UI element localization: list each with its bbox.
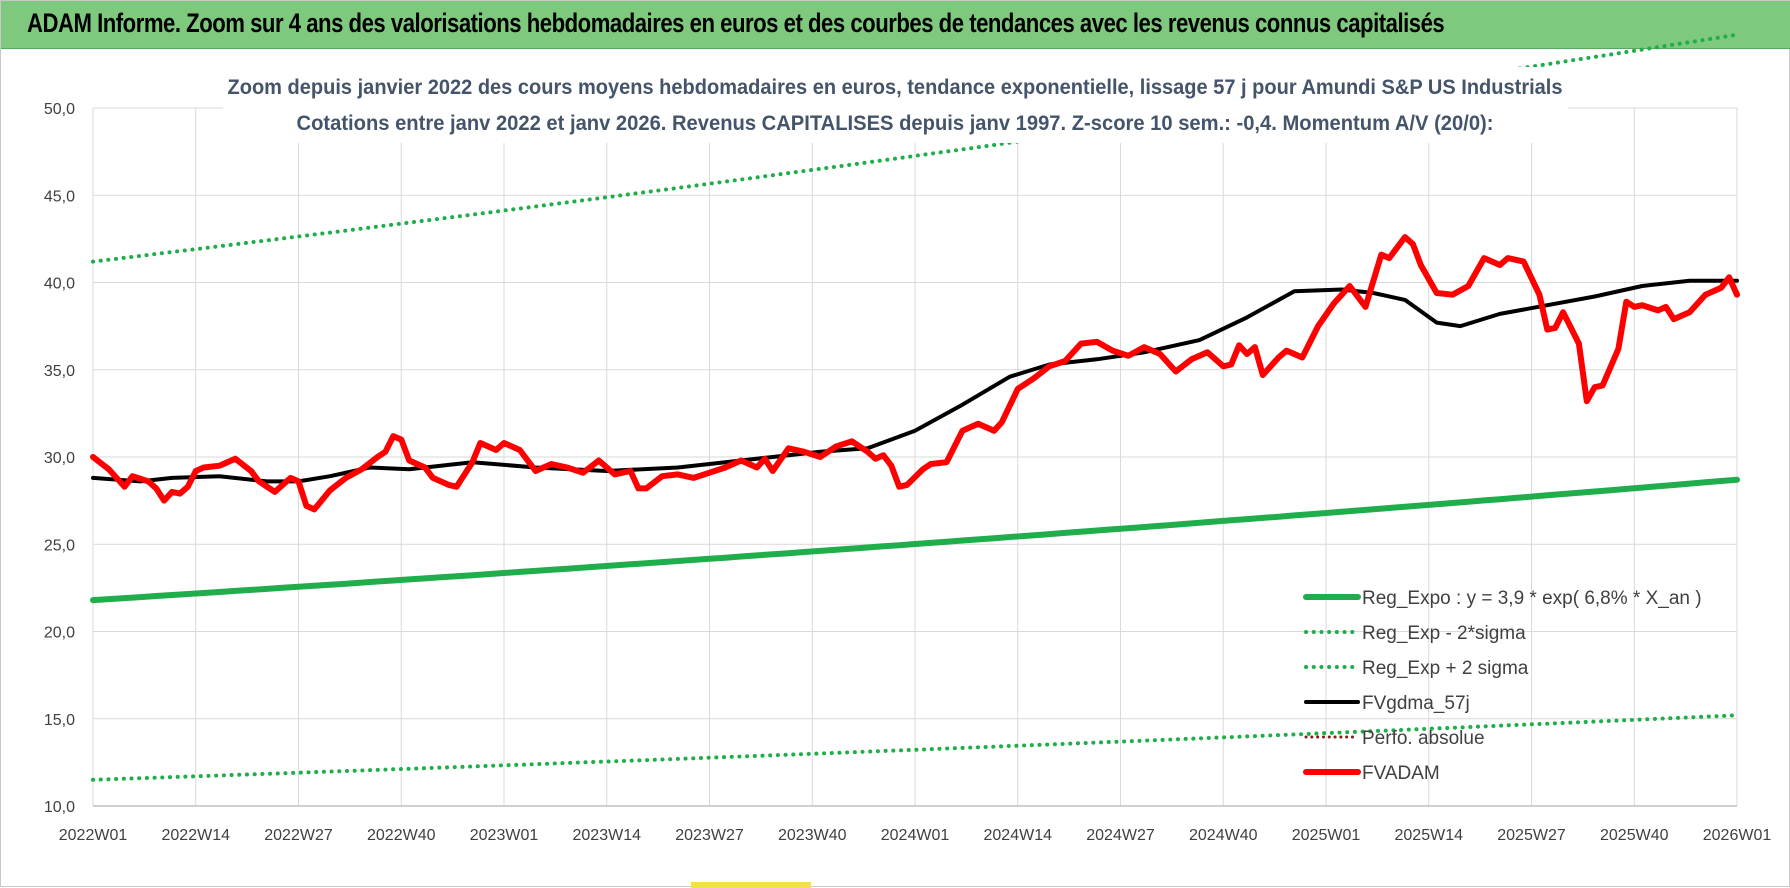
x-tick-label: 2024W01 — [881, 827, 950, 844]
x-tick-label: 2024W27 — [1086, 827, 1155, 844]
legend-label: Reg_Exp - 2*sigma — [1362, 623, 1526, 644]
series-layer — [90, 32, 1740, 782]
legend-label: FVADAM — [1362, 763, 1440, 784]
y-tick-label: 15,0 — [44, 712, 75, 729]
chart-title: Zoom depuis janvier 2022 des cours moyen… — [228, 76, 1563, 99]
x-tick-label: 2025W01 — [1292, 827, 1361, 844]
x-tick-label: 2023W27 — [675, 827, 744, 844]
y-tick-label: 45,0 — [44, 188, 75, 205]
x-tick-label: 2025W14 — [1395, 827, 1464, 844]
chart-subtitle: Cotations entre janv 2022 et janv 2026. … — [297, 112, 1494, 135]
legend-label: Reg_Expo : y = 3,9 * exp( 6,8% * X_an ) — [1362, 588, 1702, 609]
banner-title: ADAM Informe. Zoom sur 4 ans des valoris… — [27, 8, 1445, 38]
title-backdrop — [223, 67, 1568, 143]
x-tick-label: 2023W40 — [778, 827, 847, 844]
header-banner: ADAM Informe. Zoom sur 4 ans des valoris… — [1, 1, 1790, 49]
series-reg-exp-plus-2sigma — [91, 32, 1739, 264]
x-tick-label: 2022W14 — [162, 827, 231, 844]
y-tick-label: 35,0 — [44, 363, 75, 380]
y-tick-label: 50,0 — [44, 101, 75, 118]
y-tick-label: 10,0 — [44, 799, 75, 816]
series-reg-exp-minus-2sigma — [91, 713, 1739, 782]
x-tick-label: 2023W01 — [470, 827, 539, 844]
y-tick-label: 20,0 — [44, 625, 75, 642]
series-fvadam — [90, 234, 1740, 513]
x-tick-label: 2024W14 — [984, 827, 1053, 844]
y-tick-label: 30,0 — [44, 450, 75, 467]
legend-label: FVgdma_57j — [1362, 693, 1470, 714]
x-tick-label: 2022W40 — [367, 827, 436, 844]
y-tick-label: 25,0 — [44, 537, 75, 554]
series-reg-expo — [90, 476, 1740, 604]
x-tick-label: 2024W40 — [1189, 827, 1258, 844]
legend: Reg_Expo : y = 3,9 * exp( 6,8% * X_an ) R… — [1303, 588, 1702, 784]
axes: 10,0 15,0 20,0 25,0 30,0 35,0 40,0 45,0 50,0 2022… — [44, 101, 1771, 844]
grid — [92, 107, 1738, 807]
series-fvgdma-57j — [91, 278, 1739, 484]
x-tick-label: 2025W40 — [1600, 827, 1669, 844]
x-tick-label: 2025W27 — [1497, 827, 1566, 844]
y-tick-label: 40,0 — [44, 276, 75, 293]
legend-label: Reg_Exp + 2 sigma — [1362, 658, 1529, 679]
x-tick-label: 2026W01 — [1703, 827, 1772, 844]
footer-strip — [691, 882, 811, 888]
legend-label: Perfo. absolue — [1362, 728, 1485, 749]
x-tick-label: 2022W01 — [59, 827, 128, 844]
x-tick-label: 2022W27 — [264, 827, 333, 844]
x-tick-label: 2023W14 — [573, 827, 642, 844]
